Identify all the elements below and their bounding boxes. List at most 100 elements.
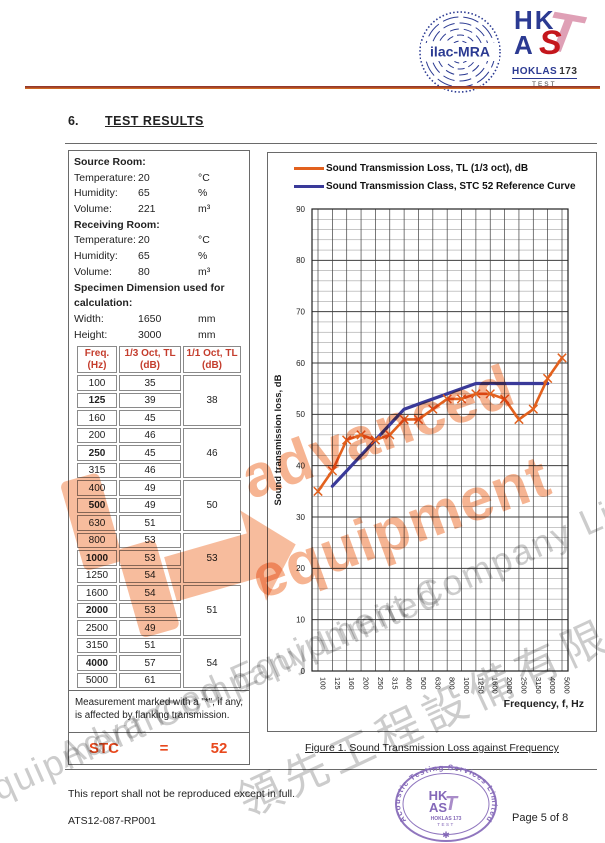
- svg-text:1600: 1600: [491, 677, 500, 694]
- freq-table-row: 125 39: [77, 392, 241, 409]
- third-octave-cell: 53: [119, 550, 181, 566]
- section-title-text: TEST RESULTS: [105, 114, 204, 128]
- third-octave-cell: 53: [119, 532, 181, 549]
- freq-cell: 500: [77, 497, 117, 514]
- svg-text:2000: 2000: [505, 677, 514, 694]
- y-axis-title: Sound transmission loss, dB: [273, 374, 284, 505]
- freq-table-row: 400 49 50: [77, 480, 241, 531]
- freq-cell: 5000: [77, 672, 117, 689]
- svg-text:1000: 1000: [462, 677, 471, 694]
- svg-text:3150: 3150: [534, 677, 543, 694]
- hkas-letter-s: S: [539, 24, 562, 62]
- third-octave-cell: 51: [119, 637, 181, 654]
- data-point-marker: [413, 414, 424, 425]
- figure-caption: Figure 1. Sound Transmission Loss agains…: [305, 742, 559, 754]
- stc-result-box: STC = 52: [69, 732, 249, 764]
- svg-text:630: 630: [433, 677, 442, 690]
- freq-cell: 315: [77, 462, 117, 479]
- svg-text:20: 20: [296, 564, 305, 573]
- hoklas-label: HOKLAS 173: [512, 66, 578, 79]
- svg-text:AS: AS: [429, 800, 447, 815]
- freq-cell: 125: [77, 392, 117, 409]
- freq-table-row: 1600 54 51: [77, 585, 241, 636]
- ilac-mra-logo: ilac-MRA: [419, 11, 501, 93]
- svg-text:90: 90: [296, 205, 305, 214]
- freq-table-row: 3150 51 54: [77, 637, 241, 689]
- svg-text:160: 160: [347, 677, 356, 690]
- svg-text:315: 315: [390, 677, 399, 690]
- octave-cell: 53: [183, 532, 241, 584]
- svg-text:200: 200: [362, 677, 371, 690]
- freq-cell: 3150: [77, 637, 117, 654]
- room-info: Source Room: Temperature: 20 °C Humidity: 65%…: [69, 151, 249, 344]
- third-octave-cell: 39: [119, 392, 181, 409]
- data-point-marker: [557, 353, 567, 363]
- data-point-marker: [442, 394, 452, 404]
- data-point-marker: [499, 394, 510, 404]
- data-point-marker: [327, 466, 338, 476]
- freq-cell: 400: [77, 480, 117, 496]
- freq-cell: 100: [77, 375, 117, 391]
- freq-cell: 800: [77, 532, 117, 549]
- data-point-marker: [399, 414, 409, 425]
- stc-equals: =: [159, 740, 169, 758]
- stc-result: STC = 52: [69, 740, 249, 757]
- svg-text:50: 50: [296, 410, 305, 419]
- test-conditions-panel: Source Room: Temperature: 20 °C Humidity: 65%…: [68, 150, 250, 765]
- freq-table-row: 250 45: [77, 445, 241, 461]
- svg-text:T: T: [445, 793, 459, 815]
- hoklas-test-label: TEST: [532, 81, 557, 88]
- freq-table-row: 100 35 38: [77, 375, 241, 426]
- freq-cell: 4000: [77, 655, 117, 671]
- legend-label: Sound Transmission Class, STC 52 Referen…: [326, 181, 576, 192]
- chart-panel: Sound Transmission Loss, TL (1/3 oct), d…: [267, 152, 597, 732]
- svg-text:5000: 5000: [563, 677, 572, 694]
- legend-swatch: [294, 166, 324, 171]
- page-number: Page 5 of 8: [512, 812, 569, 824]
- svg-text:70: 70: [296, 307, 305, 316]
- freq-table-header: Freq. (Hz): [77, 346, 117, 374]
- freq-cell: 2000: [77, 602, 117, 619]
- svg-text:400: 400: [405, 677, 414, 690]
- third-octave-cell: 49: [119, 497, 181, 514]
- svg-text:2500: 2500: [519, 677, 528, 694]
- third-octave-cell: 35: [119, 375, 181, 391]
- freq-cell: 160: [77, 410, 117, 426]
- data-point-marker: [514, 414, 524, 425]
- third-octave-cell: 46: [119, 462, 181, 479]
- svg-text:125: 125: [333, 677, 342, 690]
- info-heading: Source Room:: [74, 156, 146, 168]
- third-octave-cell: 46: [119, 427, 181, 444]
- svg-text:80: 80: [296, 256, 305, 265]
- svg-text:60: 60: [296, 359, 305, 368]
- data-point-marker: [542, 373, 553, 384]
- freq-cell: 1600: [77, 585, 117, 601]
- third-octave-cell: 61: [119, 672, 181, 689]
- freq-cell: 2500: [77, 620, 117, 636]
- stamp-star: ✱: [442, 830, 450, 840]
- hkas-letters-top: HK: [514, 5, 556, 35]
- octave-cell: 51: [183, 585, 241, 636]
- info-row: Temperature: 20 °C: [74, 171, 210, 184]
- svg-text:30: 30: [296, 513, 305, 522]
- svg-text:10: 10: [296, 615, 305, 624]
- svg-text:HK: HK: [429, 788, 448, 803]
- ilac-logo-text: ilac-MRA: [430, 44, 490, 60]
- third-octave-cell: 49: [119, 480, 181, 496]
- stc-reference-curve: [330, 381, 550, 488]
- section-title: 6. TEST RESULTS: [68, 114, 204, 128]
- stc-label: STC: [89, 740, 119, 758]
- third-octave-cell: 51: [119, 515, 181, 531]
- octave-cell: 54: [183, 637, 241, 689]
- third-octave-cell: 45: [119, 410, 181, 426]
- info-row: Humidity: 65%: [74, 187, 208, 200]
- legend-label: Sound Transmission Loss, TL (1/3 oct), d…: [326, 163, 529, 174]
- hkas-letter-a: A: [514, 30, 533, 60]
- x-axis-title: Frequency, f, Hz: [503, 698, 584, 710]
- third-octave-cell: 45: [119, 445, 181, 461]
- section-number: 6.: [68, 114, 79, 128]
- data-point-marker: [341, 435, 352, 445]
- third-octave-cell: 57: [119, 655, 181, 671]
- freq-table-row: 160 45: [77, 410, 241, 426]
